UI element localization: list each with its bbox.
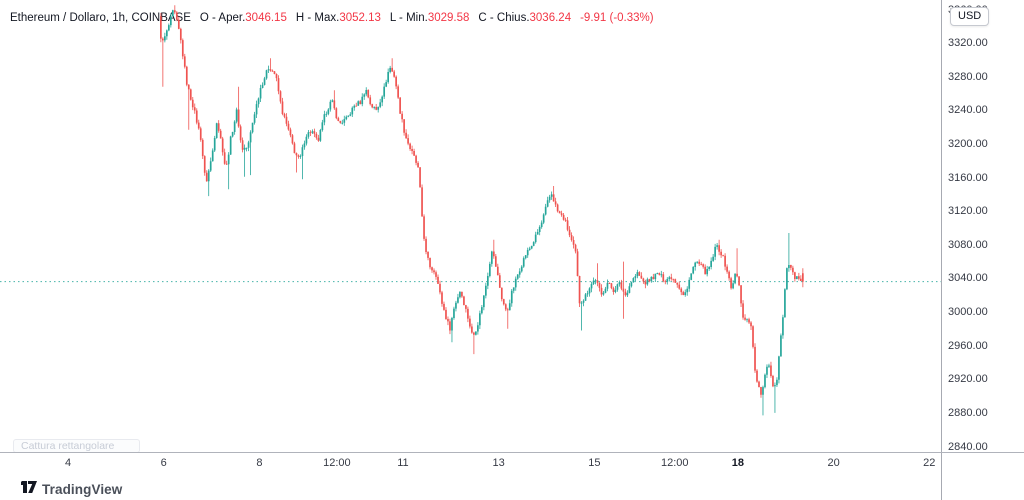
price-tick-label: 2920.00: [948, 373, 988, 386]
time-tick-label: 20: [827, 457, 840, 469]
tradingview-logo-text: TradingView: [42, 482, 123, 497]
time-tick-label: 12:00: [323, 457, 351, 469]
price-tick-label: 2840.00: [948, 440, 988, 453]
ohlc-C: C - Chius.3036.24: [478, 12, 572, 24]
price-axis[interactable]: 3360.003320.003280.003240.003200.003160.…: [942, 0, 1024, 453]
ohlc-O: O - Aper.3046.15: [199, 12, 287, 24]
price-tick-label: 3040.00: [948, 272, 988, 285]
price-tick-label: 3280.00: [948, 70, 988, 83]
ohlc-group: O - Aper.3046.15 H - Max.3052.13 L - Min.3…: [191, 12, 571, 24]
price-tick-label: 3000.00: [948, 306, 988, 319]
symbol-legend: Ethereum / Dollaro, 1h, COINBASE O - Aper…: [10, 11, 654, 25]
time-tick-label: 4: [64, 457, 72, 469]
legend-change: -9.91 (-0.33%): [580, 12, 654, 24]
tradingview-logo-icon: [20, 480, 37, 499]
time-tick-label: 13: [492, 457, 505, 469]
time-axis-line: [0, 452, 1024, 453]
price-tick-label: 3200.00: [948, 137, 988, 150]
price-tick-label: 2960.00: [948, 339, 988, 352]
price-tick-label: 3120.00: [948, 205, 988, 218]
time-tick-label: 22: [923, 457, 936, 469]
time-tick-label: 18: [731, 457, 745, 469]
tradingview-logo[interactable]: TradingView: [20, 480, 122, 499]
time-tick-label: 12:00: [660, 457, 689, 469]
currency-badge[interactable]: USD: [950, 7, 990, 26]
snip-tooltip: Cattura rettangolare: [13, 439, 140, 453]
time-tick-label: 11: [397, 457, 409, 469]
time-tick-label: 15: [588, 457, 601, 469]
candlestick-chart[interactable]: [0, 0, 941, 452]
time-axis[interactable]: 4 6 8 12:00 11 13 15 12:00 18 20 22: [0, 453, 941, 477]
price-tick-label: 2880.00: [948, 406, 988, 419]
price-tick-label: 3080.00: [948, 238, 988, 251]
time-tick-label: 8: [256, 457, 263, 469]
price-tick-label: 3160.00: [948, 171, 988, 184]
ohlc-H: H - Max.3052.13: [295, 12, 381, 24]
legend-symbol-title[interactable]: Ethereum / Dollaro, 1h, COINBASE: [10, 12, 191, 24]
price-axis-line: [941, 0, 942, 500]
ohlc-L: L - Min.3029.58: [389, 12, 470, 24]
price-tick-label: 3240.00: [948, 104, 988, 117]
time-tick-label: 6: [160, 457, 167, 469]
price-tick-label: 3320.00: [948, 37, 988, 50]
